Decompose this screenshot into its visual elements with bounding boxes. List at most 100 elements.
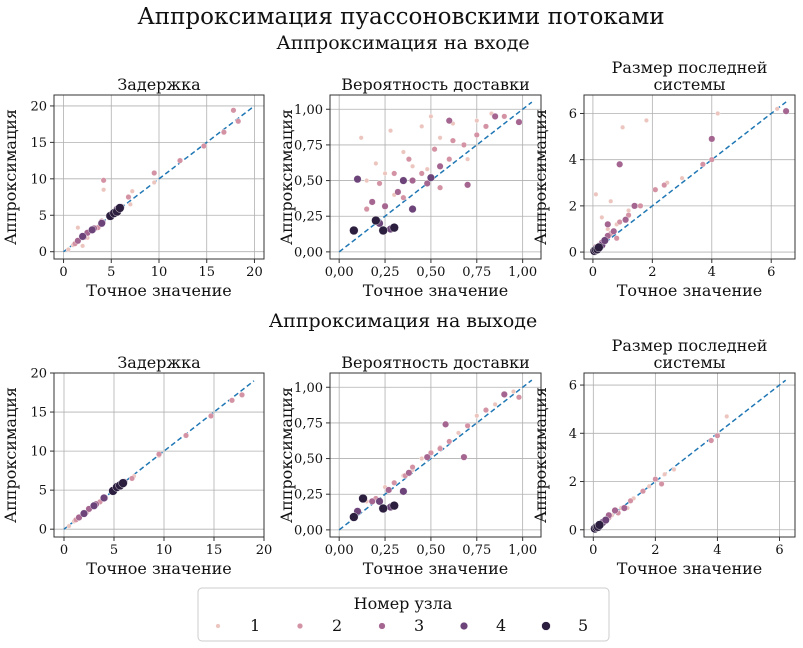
scatter-point bbox=[74, 237, 82, 245]
scatter-point bbox=[491, 112, 499, 120]
scatter-point bbox=[631, 202, 639, 210]
y-tick-label: 10 bbox=[30, 445, 47, 460]
scatter-point bbox=[127, 201, 133, 207]
scatter-point bbox=[391, 479, 398, 486]
scatter-point bbox=[426, 173, 435, 182]
x-tick-label: 0,00 bbox=[325, 265, 354, 280]
scatter-point bbox=[608, 198, 614, 204]
scatter-point bbox=[207, 412, 214, 419]
scatter-point bbox=[714, 432, 721, 439]
scatter-point bbox=[616, 219, 623, 226]
legend-label: 5 bbox=[578, 616, 588, 635]
scatter-point bbox=[599, 214, 605, 220]
subplot-1-3: 0 2 4 6 0 2 4 6 Размер последней системы Точное зн… bbox=[531, 58, 796, 300]
diagonal-line bbox=[592, 101, 787, 253]
y-tick-label: 6 bbox=[569, 107, 577, 122]
x-tick-label: 1,00 bbox=[508, 543, 537, 558]
y-axis-label: Аппроксимация bbox=[531, 109, 550, 245]
scatter-point bbox=[662, 471, 668, 477]
scatter-point bbox=[381, 202, 389, 210]
scatter-point bbox=[437, 135, 443, 141]
scatter-point bbox=[436, 162, 444, 170]
axes-frame bbox=[329, 94, 542, 260]
scatter-point bbox=[652, 186, 659, 193]
scatter-point bbox=[151, 169, 158, 176]
scatter-point bbox=[373, 160, 379, 166]
legend-item: 5 bbox=[541, 616, 588, 635]
scatter-point bbox=[611, 506, 619, 514]
y-tick-label: 0,50 bbox=[294, 174, 323, 189]
axes-frame bbox=[583, 94, 796, 260]
subplot-2-3: 0 2 4 6 0 2 4 6 Размер последней системы Точное зн… bbox=[531, 336, 796, 578]
scatter-point bbox=[388, 128, 394, 134]
legend-marker bbox=[215, 623, 221, 629]
y-tick-label: 0,00 bbox=[294, 245, 323, 260]
scatter-point bbox=[228, 397, 235, 404]
scatter-point bbox=[66, 523, 72, 529]
scatter-point bbox=[389, 223, 399, 233]
x-tick-label: 20 bbox=[246, 265, 263, 280]
scatter-point bbox=[349, 512, 359, 522]
scatter-point bbox=[378, 225, 388, 236]
scatter-point bbox=[410, 163, 416, 169]
legend-item: 4 bbox=[460, 616, 506, 635]
x-tick-label: 6 bbox=[767, 265, 775, 280]
scatter-point bbox=[376, 180, 383, 187]
scatter-point bbox=[449, 137, 456, 144]
scatter-point bbox=[474, 413, 480, 419]
legend-marker bbox=[541, 621, 551, 631]
y-tick-label: 2 bbox=[569, 199, 577, 214]
scatter-point bbox=[409, 177, 417, 185]
scatter-point bbox=[118, 478, 128, 488]
scatter-point bbox=[464, 422, 471, 429]
scatter-point bbox=[431, 146, 438, 153]
legend-marker bbox=[378, 622, 386, 630]
scatter-point bbox=[423, 453, 431, 461]
scatter-point bbox=[620, 504, 628, 512]
scatter-point bbox=[78, 232, 87, 241]
x-tick-label: 0 bbox=[589, 265, 597, 280]
y-tick-label: 5 bbox=[39, 484, 47, 499]
y-tick-label: 6 bbox=[569, 379, 577, 394]
y-tick-label: 0 bbox=[39, 523, 47, 538]
scatter-point bbox=[455, 430, 461, 436]
scatter-point bbox=[445, 117, 453, 125]
scatter-point bbox=[358, 493, 368, 504]
legend-items: 1 2 3 4 5 bbox=[215, 616, 588, 635]
scatter-point bbox=[230, 107, 237, 114]
scatter-point bbox=[391, 170, 398, 177]
scatter-point bbox=[364, 178, 370, 184]
scatter-point bbox=[708, 156, 715, 163]
scatter-point bbox=[460, 453, 468, 461]
x-tick-label: 0 bbox=[59, 265, 67, 280]
scatter-point bbox=[708, 135, 716, 143]
x-tick-label: 1,00 bbox=[508, 265, 537, 280]
y-tick-label: 0,50 bbox=[294, 452, 323, 467]
scatter-point bbox=[399, 176, 408, 185]
x-tick-label: 0,00 bbox=[325, 543, 354, 558]
scatter-point bbox=[79, 509, 88, 518]
row-title-input: Аппроксимация на входе bbox=[276, 32, 529, 54]
scatter-point bbox=[594, 242, 604, 253]
scatter-point bbox=[424, 166, 430, 172]
scatter-point bbox=[627, 497, 634, 504]
scatter-point bbox=[405, 156, 412, 163]
scatter-point bbox=[419, 456, 425, 462]
scatter-point bbox=[128, 475, 135, 482]
y-tick-label: 15 bbox=[30, 406, 47, 421]
scatter-point bbox=[437, 184, 444, 191]
scatter-point bbox=[501, 113, 508, 120]
scatter-point bbox=[510, 389, 516, 395]
figure-title: Аппроксимация пуассоновскими потоками bbox=[137, 4, 664, 30]
scatter-point bbox=[182, 432, 189, 439]
y-tick-label: 4 bbox=[569, 427, 577, 442]
scatter-point bbox=[446, 156, 453, 163]
x-tick-label: 4 bbox=[708, 265, 716, 280]
subplot-title: Размер последней системы bbox=[612, 336, 768, 372]
x-axis-label: Точное значение bbox=[86, 281, 232, 300]
scatter-point bbox=[115, 203, 125, 213]
x-tick-label: 0,75 bbox=[462, 543, 491, 558]
scatter-point bbox=[97, 219, 106, 228]
x-axis-label: Точное значение bbox=[363, 281, 509, 300]
y-tick-label: 0,25 bbox=[294, 210, 323, 225]
